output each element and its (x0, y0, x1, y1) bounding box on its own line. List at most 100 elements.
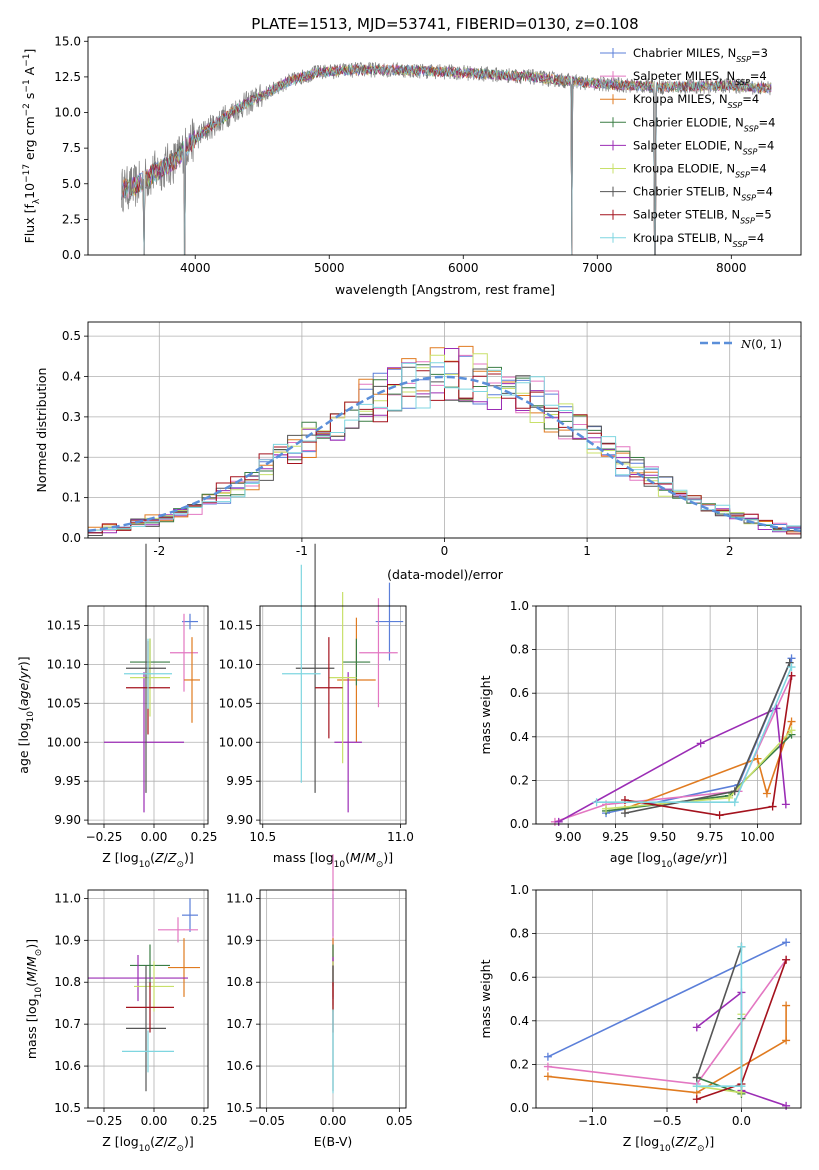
y-tick-label: 10.5 (54, 1101, 81, 1115)
ticks: −0.25 0.00 0.25 10.5 10.6 10.7 10.8 10.9 11.0 (54, 891, 217, 1128)
series-point-chabrier-miles (787, 654, 796, 663)
series-point-salpeter-stelib (768, 802, 777, 811)
series-point-chabrier-stelib (692, 1073, 701, 1082)
x-tick-label: −1.0 (578, 1114, 607, 1128)
y-tick-label: 0.0 (510, 817, 529, 831)
x-axis-label: Z [log10(Z/Z⊙)] (102, 1134, 194, 1154)
series-point-salpeter-stelib (782, 955, 791, 964)
series-point-kroupa-miles (762, 789, 771, 798)
x-tick-label: 0.05 (386, 1114, 413, 1128)
y-axis-label: Normed distribution (34, 368, 49, 493)
axes-frame (87, 321, 802, 539)
x-tick-label: 10.00 (740, 830, 774, 844)
y-tick-label: 0.2 (510, 773, 529, 787)
y-tick-label: 9.95 (54, 774, 81, 788)
y-tick-label: 10.6 (54, 1059, 81, 1073)
legend-entry-salpeter-elodie: Salpeter ELODIE, NSSP=4 (633, 138, 774, 156)
age-vs-metallicity-panel: −0.25 0.00 0.25 9.90 9.95 10.00 10.05 10.10 10.1… (16, 543, 218, 870)
series-point-chabrier-stelib (620, 809, 629, 818)
y-tick-label: 9.90 (54, 813, 81, 827)
series-point-salpeter-elodie (554, 817, 563, 826)
y-tick-label: 10.10 (219, 657, 253, 671)
x-tick-label: −0.05 (248, 1114, 285, 1128)
axes-frame (259, 889, 407, 1109)
y-tick-label: 9.90 (226, 813, 253, 827)
x-axis-label: wavelength [Angstrom, rest frame] (335, 282, 555, 297)
series-point-salpeter-stelib (692, 1095, 701, 1104)
series-point-chabrier-stelib (785, 658, 794, 667)
series-point-chabrier-miles (543, 1052, 552, 1061)
ticks: -2 -1 0 1 2 0.0 0.1 0.2 0.3 0.4 0.5 (62, 329, 734, 558)
series-line-chabrier-elodie (605, 734, 793, 812)
x-tick-label: −0.25 (86, 830, 123, 844)
series-line-salpeter-elodie (558, 707, 787, 823)
y-tick-label: 11.0 (54, 891, 81, 905)
y-tick-label: 0.6 (510, 686, 529, 700)
y-tick-label: 0.3 (62, 410, 81, 424)
y-tick-label: 0.2 (62, 450, 81, 464)
legend-entry-kroupa-stelib: Kroupa STELIB, NSSP=4 (633, 231, 764, 249)
axes-frame (87, 889, 209, 1109)
ticks: 9.00 9.25 9.50 9.75 10.00 0.0 0.2 0.4 0.6 0.8 1.0 (510, 599, 775, 844)
legend: Chabrier MILES, NSSP=3 Salpeter MILES, NS… (600, 46, 775, 248)
x-tick-label: 11.0 (387, 830, 414, 844)
y-tick-label: 1.0 (510, 883, 529, 897)
y-tick-label: 10.15 (47, 618, 81, 632)
x-tick-label: 2 (726, 544, 734, 558)
x-tick-label: 8000 (716, 261, 747, 275)
x-tick-label: −0.25 (86, 1114, 123, 1128)
y-axis-label: Flux [fλ10−17 erg cm−2 s−1 A−1] (22, 49, 42, 244)
ticks: −0.25 0.00 0.25 9.90 9.95 10.00 10.05 10.10 10.1… (47, 618, 218, 844)
x-tick-label: 5000 (314, 261, 345, 275)
y-tick-label: 10.05 (47, 696, 81, 710)
series-lines (543, 938, 791, 1110)
y-tick-label: 0.0 (510, 1101, 529, 1115)
legend-entry-chabrier-miles: Chabrier MILES, NSSP=3 (633, 46, 768, 64)
residuals-panel: -2 -1 0 1 2 0.0 0.1 0.2 0.3 0.4 0.5 N(0, 1) (data-mo… (34, 321, 802, 582)
y-tick-label: 5.0 (62, 177, 81, 191)
y-axis-label: age [log10(age/yr)] (16, 656, 36, 773)
x-tick-label: 9.25 (602, 830, 629, 844)
x-axis-label: E(B-V) (314, 1134, 353, 1149)
y-tick-label: 0.2 (510, 1057, 529, 1071)
x-tick-label: 10.5 (249, 830, 276, 844)
x-axis-label: mass [log10(M/M⊙)] (273, 850, 393, 870)
ticks: −1.0 −0.5 0.0 0.0 0.2 0.4 0.6 0.8 1.0 (510, 883, 751, 1128)
legend-entry-gaussian: N(0, 1) (740, 337, 782, 351)
y-tick-label: 0.5 (62, 329, 81, 343)
x-tick-label: 1 (583, 544, 591, 558)
y-tick-label: 2.5 (62, 212, 81, 226)
figure-title: PLATE=1513, MJD=53741, FIBERID=0130, z=0… (251, 15, 638, 33)
ticks: 10.5 11.0 9.90 9.95 10.00 10.05 10.10 10.15 (219, 618, 414, 844)
y-tick-label: 0.4 (510, 1014, 529, 1028)
axes-frame (535, 605, 802, 825)
x-tick-label: -1 (296, 544, 308, 558)
y-tick-label: 10.15 (219, 618, 253, 632)
y-tick-label: 10.0 (54, 106, 81, 120)
y-tick-label: 7.5 (62, 141, 81, 155)
series-point-kroupa-stelib (737, 942, 746, 951)
y-tick-label: 0.8 (510, 927, 529, 941)
x-tick-label: 0.00 (141, 1114, 168, 1128)
series-point-kroupa-miles (753, 754, 762, 763)
legend-entry-chabrier-elodie: Chabrier ELODIE, NSSP=4 (633, 115, 775, 133)
axes-frame (87, 605, 209, 825)
y-tick-label: 0.0 (62, 531, 81, 545)
x-tick-label: 4000 (180, 261, 211, 275)
mass-vs-extinction-panel: −0.05 0.00 0.05 10.5 10.6 10.7 10.8 10.9 11.0 E(B… (226, 854, 413, 1149)
y-tick-label: 10.8 (226, 975, 253, 989)
y-tick-label: 0.4 (62, 370, 81, 384)
mass-vs-metallicity-panel: −0.25 0.00 0.25 10.5 10.6 10.7 10.8 10.9 11.0 Z [… (24, 889, 217, 1154)
series-point-kroupa-miles (782, 1001, 791, 1010)
y-tick-label: 9.95 (226, 774, 253, 788)
y-tick-label: 10.10 (47, 657, 81, 671)
y-tick-label: 10.9 (54, 933, 81, 947)
series-point-kroupa-miles (543, 1072, 552, 1081)
series-point-kroupa-stelib (737, 1082, 746, 1091)
y-axis-label: mass weight (478, 675, 493, 754)
grid (260, 606, 406, 824)
y-tick-label: 10.7 (54, 1017, 81, 1031)
series-point-salpeter-miles (543, 1062, 552, 1071)
model-spectrum-kroupa-stelib (121, 64, 772, 256)
